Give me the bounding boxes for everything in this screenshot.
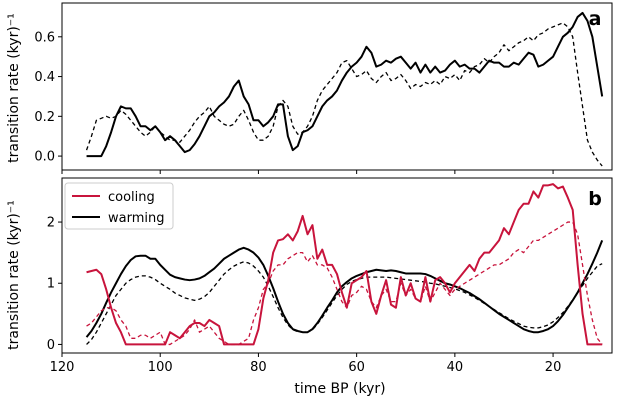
panel-b-series-1-dashed (86, 221, 603, 346)
panel-b-xtick-label: 60 (348, 360, 365, 375)
panel-b-ytick-label: 1 (47, 277, 55, 292)
panel-b-series-3-dashed (86, 261, 603, 345)
panel-a-ytick-label: 0.4 (34, 70, 55, 85)
panel-b-series-0-cooling-solid (86, 183, 603, 346)
panel-a-frame (61, 2, 613, 171)
legend-cooling-label: cooling (108, 190, 155, 205)
panel-b-ytick-label: 0 (47, 338, 55, 353)
panel-b-frame (61, 177, 613, 354)
panel-b-xlabel: time BP (kyr) (294, 381, 385, 397)
panel-b-letter: b (588, 188, 602, 210)
panel-a: transition rate (kyr)⁻¹ a 0.0 0.2 0.4 0.6 (6, 2, 613, 174)
panel-b-xtick-label: 20 (545, 360, 562, 375)
panel-b-series-2-warming-solid (85, 240, 604, 338)
panel-b-xtick-label: 80 (250, 360, 267, 375)
legend-warming-label: warming (108, 211, 164, 226)
panel-a-ytick-label: 0.6 (34, 30, 55, 45)
panel-a-letter: a (589, 8, 602, 30)
panel-a-ytick-label: 0.0 (34, 150, 55, 165)
panel-b-xtick-label: 40 (447, 360, 464, 375)
panel-b: transition rate (kyr)⁻¹ b time BP (kyr) … (6, 177, 613, 397)
panel-b-xtick-label: 100 (148, 360, 173, 375)
legend: cooling warming (64, 182, 174, 230)
panel-a-ytick-label: 0.2 (34, 110, 55, 125)
panel-b-xtick-label: 120 (50, 360, 75, 375)
panel-b-ytick-label: 2 (47, 216, 55, 231)
panel-a-ylabel: transition rate (kyr)⁻¹ (6, 13, 22, 163)
panel-b-ylabel: transition rate (kyr)⁻¹ (6, 200, 22, 350)
panel-a-series-0-solid (86, 11, 604, 158)
panel-a-series-1-dashed (85, 22, 603, 167)
